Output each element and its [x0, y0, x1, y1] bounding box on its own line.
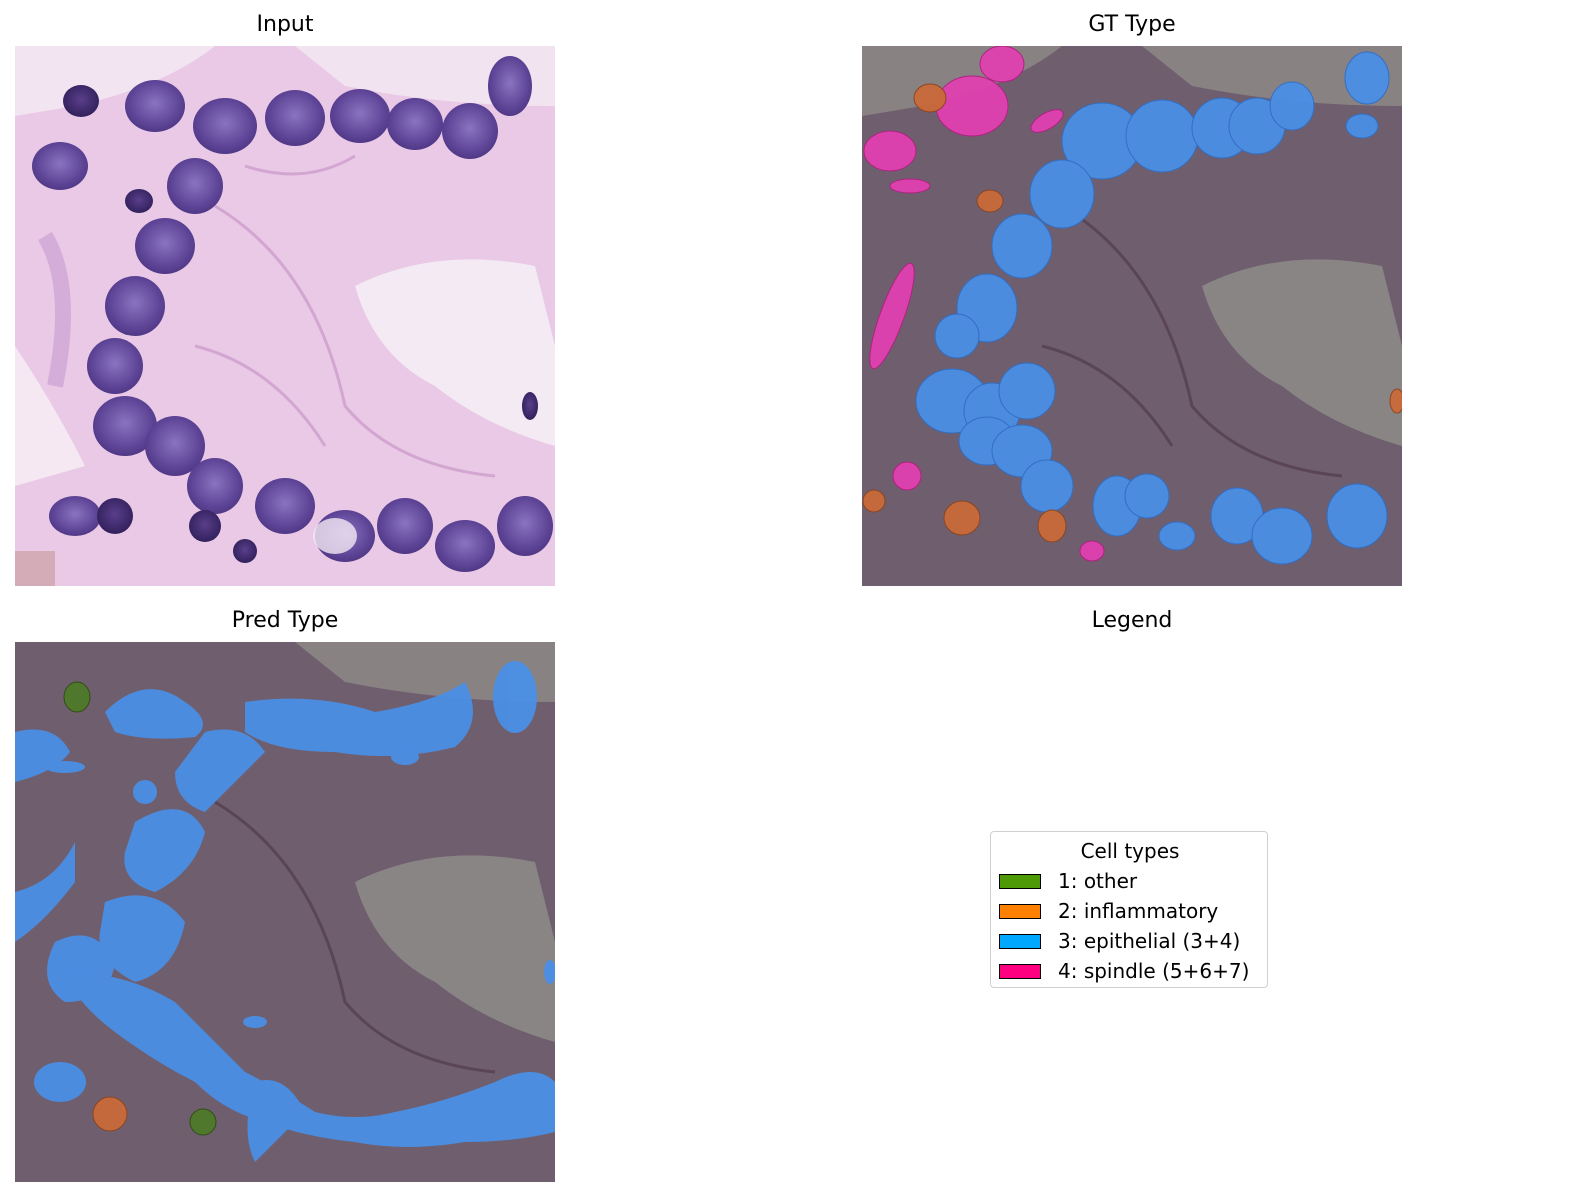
- legend-title: Cell types: [1080, 839, 1180, 863]
- legend-swatch-other: [999, 873, 1041, 889]
- legend-label: 4: spindle (5+6+7): [1058, 959, 1250, 983]
- cell-types-legend: Cell types 1: other 2: inflammatory 3: e…: [990, 831, 1268, 988]
- legend-label: 3: epithelial (3+4): [1058, 929, 1241, 953]
- gt-type-canvas: [862, 46, 1402, 586]
- input-image: [15, 46, 555, 586]
- legend-label: 2: inflammatory: [1058, 899, 1219, 923]
- pred-type-image: [15, 642, 555, 1182]
- legend-item-inflammatory: 2: inflammatory: [999, 899, 1218, 923]
- legend-item-spindle: 4: spindle (5+6+7): [999, 959, 1249, 983]
- legend-panel-title: Legend: [1091, 608, 1173, 633]
- gt-type-image: [862, 46, 1402, 586]
- gt-type-panel-title: GT Type: [1088, 12, 1176, 37]
- legend-label: 1: other: [1058, 869, 1138, 893]
- legend-swatch-inflammatory: [999, 903, 1041, 919]
- legend-item-epithelial: 3: epithelial (3+4): [999, 929, 1240, 953]
- pred-type-canvas: [15, 642, 555, 1182]
- legend-item-other: 1: other: [999, 869, 1137, 893]
- legend-swatch-epithelial: [999, 933, 1041, 949]
- input-panel-title: Input: [256, 12, 314, 37]
- pred-type-panel-title: Pred Type: [231, 608, 339, 633]
- legend-swatch-spindle: [999, 963, 1041, 979]
- input-image-canvas: [15, 46, 555, 586]
